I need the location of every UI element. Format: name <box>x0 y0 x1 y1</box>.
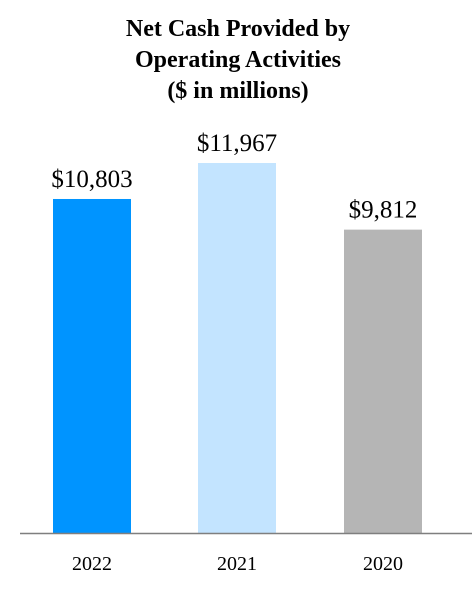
chart-title-line-3: ($ in millions) <box>167 78 309 104</box>
chart-title-line-1: Net Cash Provided by <box>125 16 351 42</box>
bar-2020 <box>344 229 422 533</box>
value-label-2022: $10,803 <box>51 166 132 193</box>
x-tick-label-2021: 2021 <box>217 553 257 575</box>
value-label-2020: $9,812 <box>349 197 418 224</box>
chart-title: Net Cash Provided by Operating Activitie… <box>0 14 476 107</box>
x-tick-label-2022: 2022 <box>72 553 112 575</box>
bar-2021 <box>198 163 276 533</box>
chart-title-line-2: Operating Activities <box>135 47 341 73</box>
x-tick-label-2020: 2020 <box>363 553 403 575</box>
bar-2022 <box>53 198 131 534</box>
value-label-2021: $11,967 <box>197 130 277 157</box>
